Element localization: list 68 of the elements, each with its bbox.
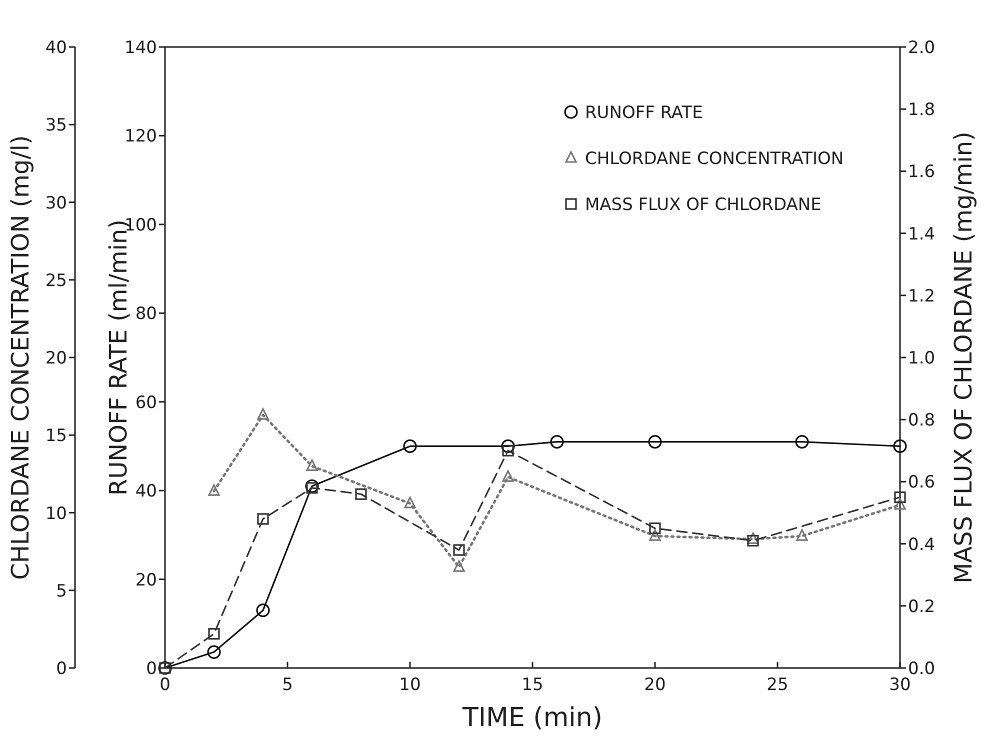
point: [404, 496, 416, 508]
y3-axis-title: CHLORDANE CONCENTRATION (mg/l): [6, 135, 35, 580]
legend-label: RUNOFF RATE: [585, 103, 703, 123]
point: [207, 645, 221, 659]
point: [256, 604, 270, 618]
y2-tick-label: 0.2: [908, 596, 936, 617]
point: [257, 408, 269, 420]
point: [747, 532, 759, 544]
legend-label: MASS FLUX OF CHLORDANE: [585, 195, 822, 215]
x-tick-label: 10: [399, 675, 421, 695]
y-tick-label: 80: [135, 304, 157, 324]
x-tick-label: 5: [282, 675, 293, 695]
y3-tick-label: 0: [56, 659, 67, 679]
y3-tick-label: 30: [45, 193, 67, 214]
point: [649, 529, 661, 541]
y3-tick-label: 40: [45, 38, 67, 58]
y2-tick-label: 0.8: [908, 410, 936, 431]
y2-tick-label: 1.2: [908, 286, 936, 306]
y2-axis-title: MASS FLUX OF CHLORDANE (mg/min): [950, 132, 978, 584]
y2-tick-label: 1.8: [908, 100, 936, 120]
y2-tick-label: 0.0: [908, 659, 936, 679]
point: [893, 439, 907, 454]
y3-tick-label: 35: [45, 116, 67, 136]
point: [894, 491, 906, 504]
point: [894, 498, 906, 510]
point: [649, 522, 661, 534]
point: [501, 439, 515, 454]
point: [306, 459, 318, 471]
x-tick-label: 20: [644, 675, 666, 695]
y3-tick-label: 15: [45, 426, 67, 446]
legend-label: CHLORDANE CONCENTRATION: [585, 149, 844, 169]
point: [355, 488, 367, 500]
y-tick-label: 20: [135, 570, 157, 590]
y-tick-label: 140: [124, 38, 157, 58]
point: [453, 544, 465, 556]
point: [550, 434, 564, 449]
x-axis-title: TIME (min): [462, 703, 602, 733]
y2-tick-label: 2.0: [908, 38, 936, 58]
y2-tick-label: 1.6: [908, 162, 936, 182]
x-tick-label: 25: [766, 675, 788, 695]
x-tick-label: 30: [889, 675, 911, 695]
x-tick-label: 0: [160, 675, 170, 695]
point: [648, 434, 662, 449]
point: [305, 479, 319, 493]
point: [403, 439, 417, 454]
point: [257, 513, 269, 525]
point: [747, 534, 759, 546]
y2-tick-label: 0.4: [908, 534, 936, 555]
y2-tick-label: 0.6: [908, 472, 936, 493]
y3-tick-label: 5: [56, 581, 67, 602]
point: [306, 482, 318, 494]
y-tick-label: 120: [124, 126, 157, 147]
y2-tick-label: 1.4: [908, 224, 936, 244]
y3-tick-label: 10: [45, 504, 67, 524]
y-tick-label: 60: [135, 392, 157, 413]
point: [502, 470, 514, 482]
y2-tick-label: 1.0: [908, 348, 936, 368]
point: [208, 484, 220, 496]
x-tick-label: 15: [522, 675, 544, 695]
point: [453, 560, 465, 572]
point: [208, 628, 220, 640]
point: [796, 529, 808, 541]
y3-tick-label: 20: [45, 348, 67, 368]
y-tick-label: 40: [135, 482, 157, 502]
point: [502, 444, 514, 456]
y3-tick-label: 25: [45, 270, 67, 291]
y-tick-label: 0: [146, 659, 157, 679]
point: [795, 434, 809, 449]
